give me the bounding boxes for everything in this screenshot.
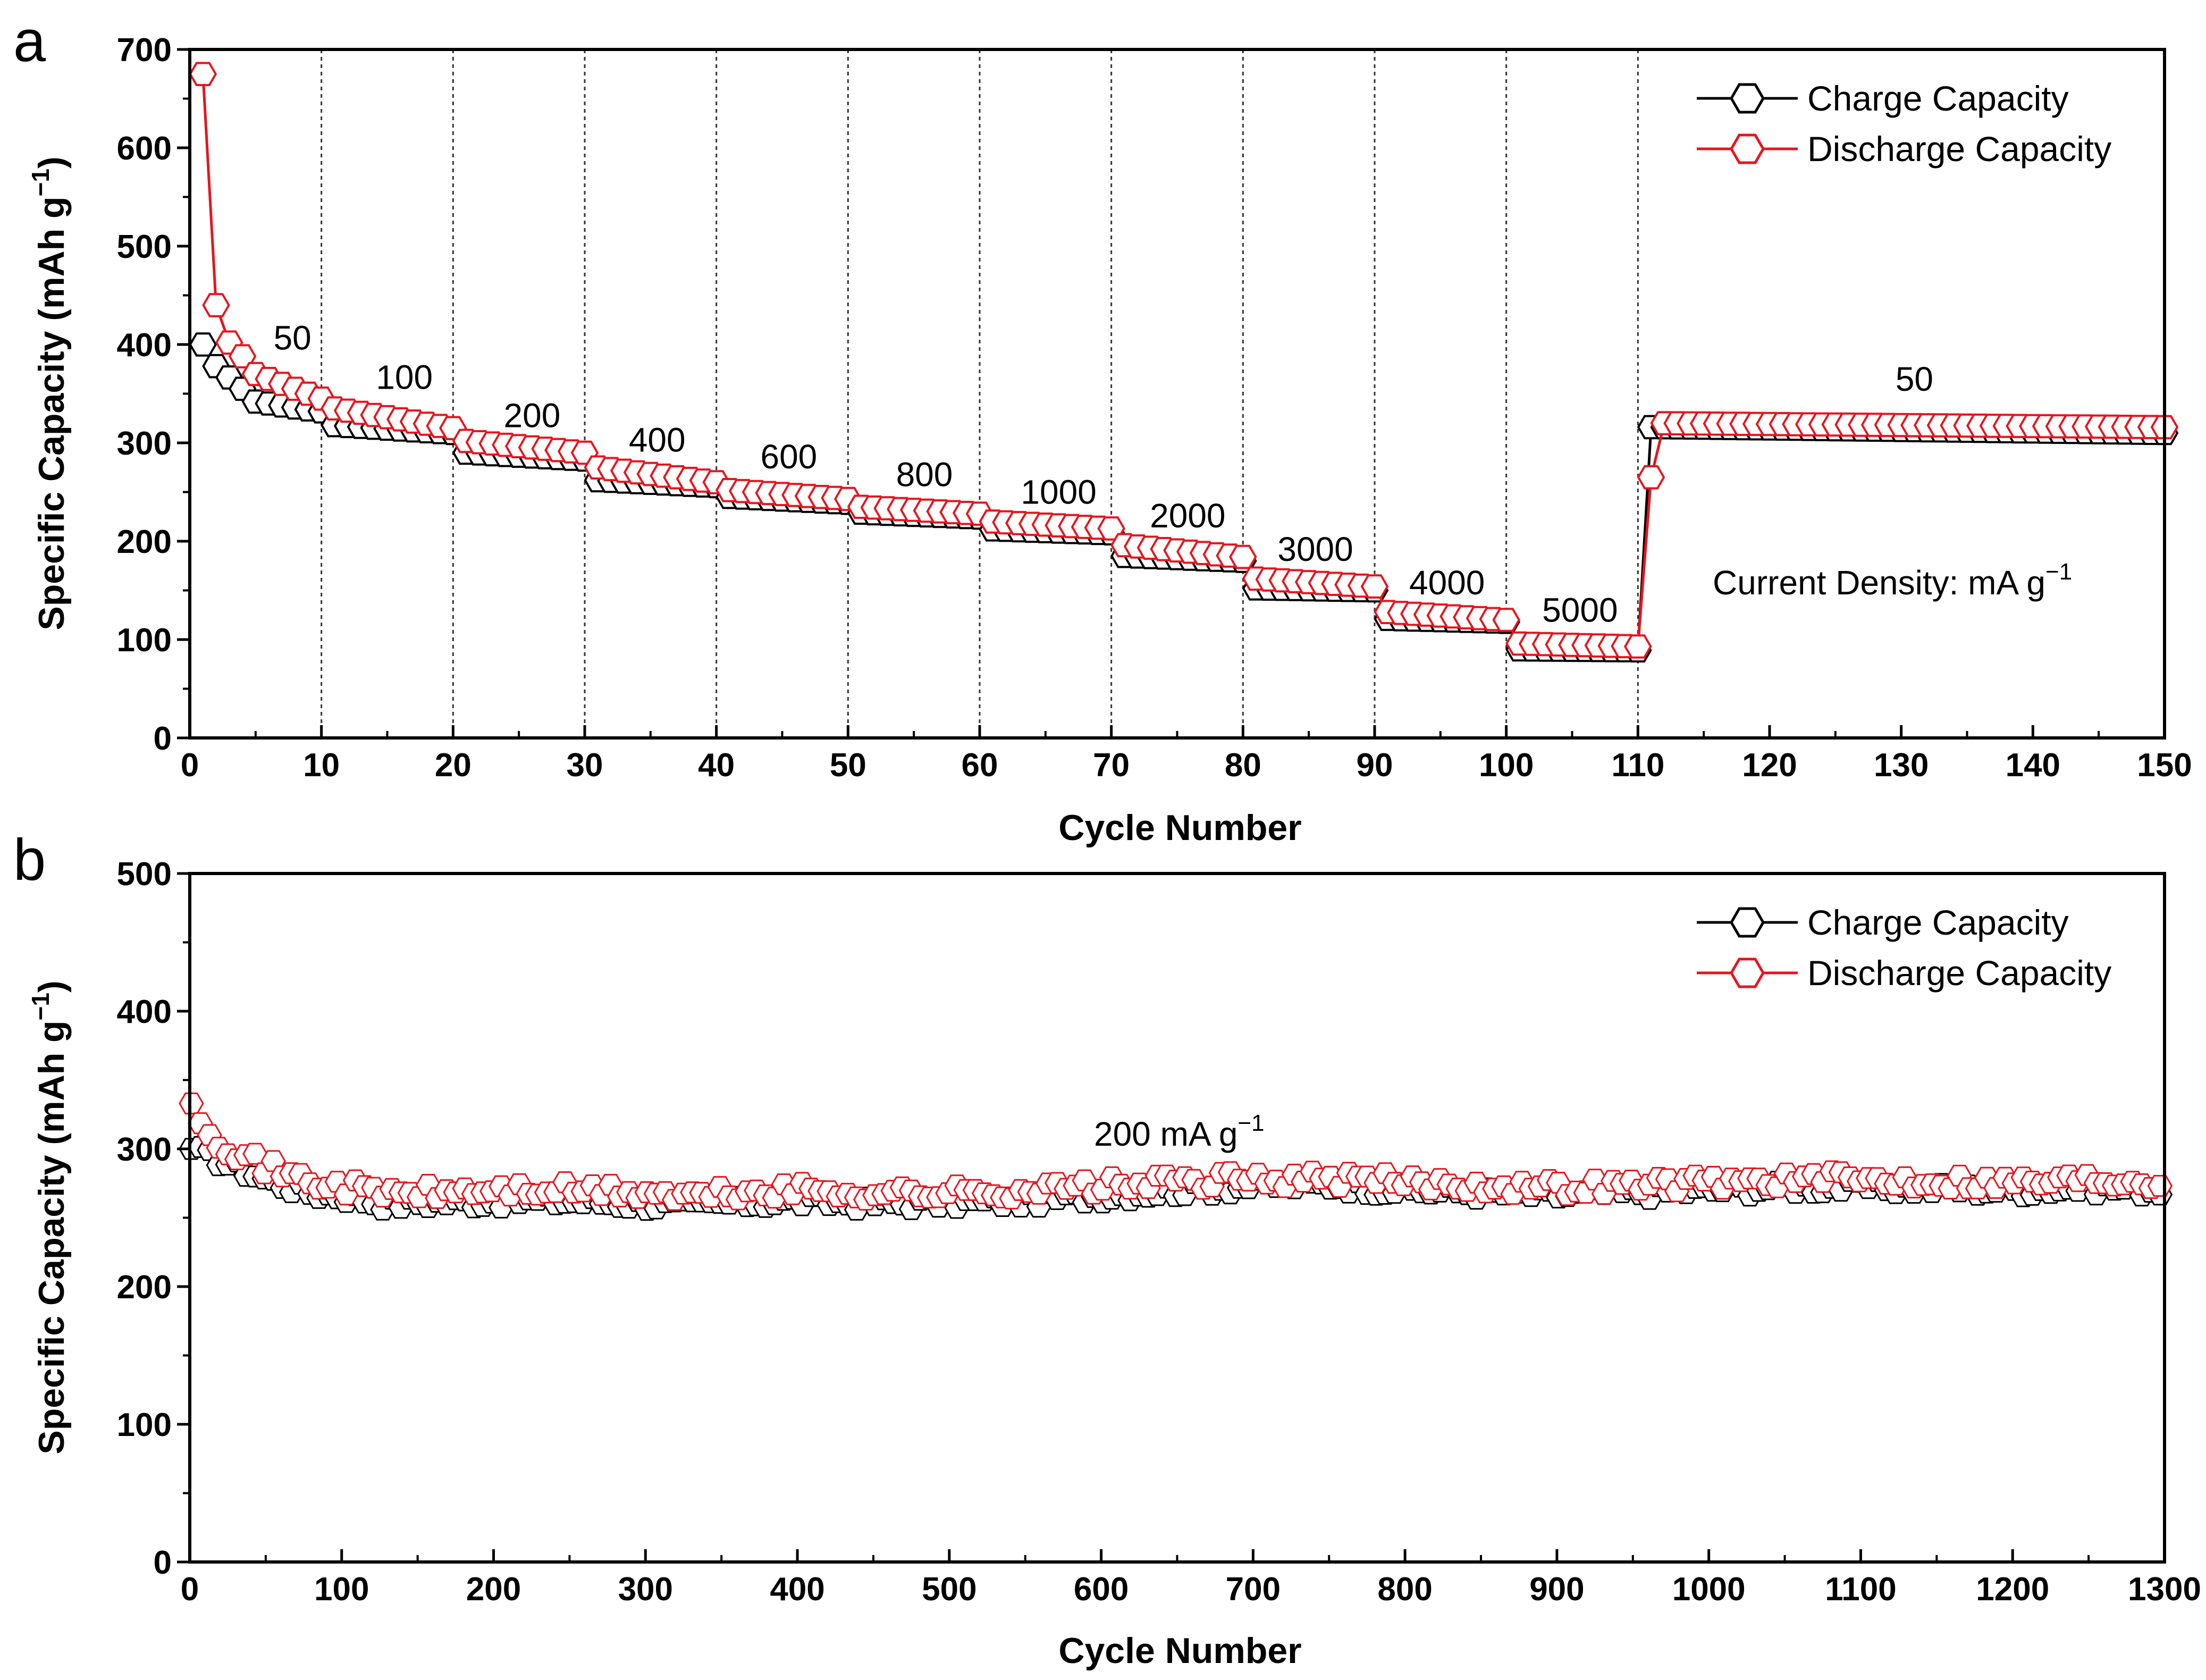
legend-label-discharge: Discharge Capacity <box>1807 953 2111 993</box>
panel-a-current-density-note: Current Density: mA g−1 <box>1713 559 2072 602</box>
panel-a-x-tick-label: 70 <box>1093 747 1130 784</box>
panel-a-dividers <box>321 49 1639 738</box>
panel-a-x-tick-label: 60 <box>962 747 998 784</box>
panel-b-x-tick-label: 100 <box>314 1571 369 1608</box>
panel-a-rate-label: 1000 <box>1021 473 1096 511</box>
panel-b-y-tick-label: 400 <box>117 994 172 1030</box>
legend-marker-charge <box>1730 83 1765 114</box>
panel-a-x-tick-label: 40 <box>698 747 735 784</box>
panel-a-x-tick-label: 50 <box>830 747 866 784</box>
panel-a-rate-label: 50 <box>274 318 311 357</box>
panel-b-y-axis-title: Specific Capacity (mAh g−1) <box>27 980 72 1454</box>
panel-b-x-tick-label: 600 <box>1074 1571 1129 1608</box>
panel-b-x-tick-label: 500 <box>922 1571 976 1608</box>
panel-b-y-tick-label: 500 <box>117 856 172 893</box>
panel-a-axes: 0 10 20 30 40 50 60 70 80 90 100 110 120 130 140 150 0 10… <box>117 32 2192 784</box>
panel-b-discharge-point <box>2147 1175 2173 1197</box>
panel-b-legend: Charge Capacity Discharge Capacity <box>1697 903 2111 993</box>
panel-a-y-tick-label: 500 <box>117 229 172 265</box>
legend-marker-charge <box>1730 907 1765 938</box>
panel-a-rate-label: 4000 <box>1409 564 1485 602</box>
panel-a-y-tick-label: 0 <box>154 720 172 757</box>
panel-a-x-tick-label: 130 <box>1874 747 1929 784</box>
panel-b-letter: b <box>13 827 46 893</box>
panel-a-x-tick-label: 110 <box>1611 747 1664 784</box>
panel-a-discharge-point <box>189 62 217 86</box>
panel-b-x-axis-title: Cycle Number <box>1058 1631 1301 1671</box>
panel-b-y-tick-label: 300 <box>117 1131 172 1168</box>
panel-a-x-tick-label: 120 <box>1742 747 1797 784</box>
panel-a-y-tick-label: 400 <box>117 327 172 364</box>
panel-b-series <box>179 1093 2173 1221</box>
panel-b-y-tick-label: 0 <box>154 1544 172 1581</box>
panel-b-x-tick-label: 1100 <box>1825 1571 1897 1608</box>
legend-label-discharge: Discharge Capacity <box>1807 129 2111 169</box>
panel-a-letter: a <box>13 9 46 74</box>
panel-a-rate-label: 600 <box>760 438 817 476</box>
legend-label-charge: Charge Capacity <box>1807 79 2069 118</box>
legend-label-charge: Charge Capacity <box>1807 903 2069 942</box>
panel-b-axes: 0 100 200 300 400 500 600 700 800 900 1000 1100 1200… <box>117 856 2201 1608</box>
panel-b-x-tick-label: 200 <box>466 1571 521 1608</box>
panel-a-x-tick-label: 140 <box>2006 747 2060 784</box>
panel-a-discharge-point <box>1637 465 1665 490</box>
panel-a-rate-label: 50 <box>1896 360 1933 398</box>
panel-b-x-tick-label: 400 <box>770 1571 824 1608</box>
panel-a-y-tick-label: 600 <box>117 130 172 167</box>
panel-a-series <box>189 62 2179 663</box>
panel-a-y-tick-label: 300 <box>117 425 172 462</box>
panel-a-rate-label: 200 <box>504 396 561 434</box>
panel-b-x-tick-label: 1300 <box>2128 1571 2201 1608</box>
panel-a-y-tick-label: 700 <box>117 32 172 69</box>
panel-a-y-axis-title: Specific Capacity (mAh g−1) <box>27 156 72 630</box>
panel-b-y-tick-label: 100 <box>117 1407 172 1443</box>
panel-a-rate-label: 3000 <box>1277 530 1353 568</box>
panel-a-charge-point <box>189 332 217 357</box>
panel-b-x-tick-label: 300 <box>618 1571 673 1608</box>
panel-a-discharge-point <box>202 293 230 317</box>
panel-a-x-tick-label: 150 <box>2137 747 2192 784</box>
panel-a-rate-label: 5000 <box>1542 591 1618 629</box>
panel-b-x-tick-label: 700 <box>1226 1571 1281 1608</box>
panel-a-x-tick-label: 90 <box>1357 747 1393 784</box>
panel-b-x-tick-label: 900 <box>1529 1571 1584 1608</box>
panel-a-x-tick-label: 10 <box>303 747 340 784</box>
panel-a-x-tick-label: 0 <box>181 747 199 784</box>
panel-a-y-tick-label: 100 <box>117 622 172 659</box>
legend-marker-discharge <box>1730 957 1765 988</box>
panel-a-x-axis-title: Cycle Number <box>1058 808 1301 848</box>
panel-b-x-tick-label: 800 <box>1377 1571 1432 1608</box>
panel-a-x-tick-label: 30 <box>567 747 603 784</box>
panel-a: a 0 10 20 30 40 50 60 70 80 90 100 110 120 130 140 1500… <box>13 9 2192 848</box>
panel-a-rate-label: 2000 <box>1150 497 1225 535</box>
panel-a-rate-label: 400 <box>629 421 686 459</box>
panel-a-legend: Charge Capacity Discharge Capacity <box>1697 79 2111 169</box>
panel-a-rate-label: 800 <box>896 455 953 493</box>
panel-a-x-tick-label: 20 <box>435 747 471 784</box>
panel-a-y-tick-label: 200 <box>117 524 172 560</box>
panel-b: b 0 100 200 300 400 500 600 700 800 900 1000 1100 12… <box>13 827 2201 1671</box>
panel-b-x-tick-label: 0 <box>181 1571 199 1608</box>
panel-a-x-tick-label: 80 <box>1225 747 1261 784</box>
panel-b-x-tick-label: 1000 <box>1672 1571 1746 1608</box>
panel-a-discharge-point <box>1623 634 1652 659</box>
panel-a-discharge-point <box>1228 544 1257 569</box>
panel-b-y-tick-label: 200 <box>117 1269 172 1306</box>
panel-a-discharge-point <box>1492 608 1521 632</box>
panel-a-rate-label: 100 <box>376 358 433 396</box>
legend-marker-discharge <box>1730 133 1765 164</box>
panel-a-rate-labels: 50 100 200 400 600 800 1000 2000 3000 4000 5000 50 <box>274 318 1933 629</box>
panel-b-x-tick-label: 1200 <box>1976 1571 2049 1608</box>
panel-a-x-tick-label: 100 <box>1479 747 1534 784</box>
panel-b-current-density-note: 200 mA g−1 <box>1094 1110 1265 1153</box>
panel-a-discharge-point <box>1360 574 1389 599</box>
